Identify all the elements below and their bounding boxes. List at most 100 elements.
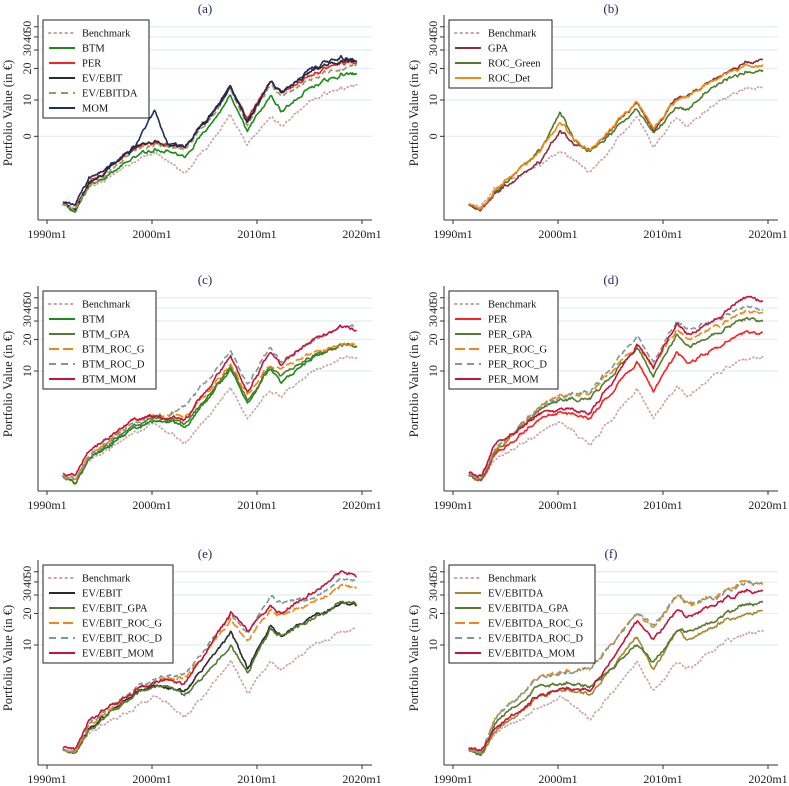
y-tick-label: 40 bbox=[20, 576, 34, 588]
x-tick-label: 2020m1 bbox=[342, 227, 381, 241]
legend-label: Benchmark bbox=[488, 300, 537, 311]
y-axis-title: Portfolio Value (in €) bbox=[407, 60, 421, 166]
y-axis-title: Portfolio Value (in €) bbox=[1, 60, 15, 166]
legend-label: ROC_Det bbox=[488, 74, 530, 85]
legend-label: EV/EBIT_ROC_D bbox=[82, 634, 162, 645]
y-tick-label: 40 bbox=[20, 302, 34, 314]
y-tick-label: 10 bbox=[20, 639, 34, 651]
legend-label: EV/EBIT bbox=[82, 74, 123, 85]
legend-label: Benchmark bbox=[82, 29, 131, 40]
series-line-ev-ebitda-roc-d bbox=[468, 580, 763, 755]
x-tick-label: 2010m1 bbox=[643, 227, 682, 241]
series-line-btm-gpa bbox=[62, 342, 357, 485]
legend-box bbox=[448, 290, 559, 390]
y-tick-label: 40 bbox=[426, 302, 440, 314]
x-tick-label: 1990m1 bbox=[433, 498, 472, 512]
legend: Benchmark BTM PER EV/EBIT EV/EBITDA MOM bbox=[42, 19, 150, 119]
y-tick-label: 0 bbox=[426, 133, 440, 139]
legend-label: PER_ROC_G bbox=[488, 345, 547, 356]
legend-box bbox=[448, 19, 553, 89]
y-tick-label: 50 bbox=[426, 566, 440, 578]
y-tick-label: 30 bbox=[20, 315, 34, 327]
legend-label: PER_GPA bbox=[488, 330, 533, 341]
panel-title: (a) bbox=[198, 1, 212, 16]
y-tick-label: 20 bbox=[426, 607, 440, 619]
legend-label: EV/EBITDA_ROC_G bbox=[488, 619, 583, 630]
x-tick-label: 2020m1 bbox=[748, 227, 787, 241]
x-tick-label: 2000m1 bbox=[538, 227, 577, 241]
legend-label: ROC_Green bbox=[488, 59, 541, 70]
series-line-ev-ebit-roc-d bbox=[62, 577, 358, 754]
y-tick-label: 20 bbox=[426, 62, 440, 74]
legend-label: EV/EBIT_MOM bbox=[82, 649, 154, 660]
x-tick-label: 2000m1 bbox=[538, 498, 577, 512]
legend: Benchmark BTM BTM_GPA BTM_ROC_G BTM_ROC_D BTM… bbox=[42, 290, 157, 390]
y-tick-label: 20 bbox=[20, 607, 34, 619]
x-tick-label: 2010m1 bbox=[237, 227, 276, 241]
x-tick-label: 1990m1 bbox=[433, 227, 472, 241]
y-tick-label: 50 bbox=[20, 566, 34, 578]
series-line-benchmark bbox=[467, 85, 764, 208]
series-line-per-roc-g bbox=[468, 308, 764, 480]
legend-label: Benchmark bbox=[82, 300, 131, 311]
series-line-ev-ebit-mom bbox=[62, 570, 357, 751]
series-line-btm-roc-d bbox=[62, 324, 357, 481]
x-tick-label: 2010m1 bbox=[643, 498, 682, 512]
panel-title: (c) bbox=[198, 272, 212, 287]
x-tick-label: 2000m1 bbox=[132, 498, 171, 512]
y-tick-label: 20 bbox=[426, 333, 440, 345]
legend-label: PER_MOM bbox=[488, 375, 539, 386]
series-line-ev-ebitda-gpa bbox=[468, 600, 764, 757]
series-line-per-mom bbox=[468, 295, 764, 478]
legend-label: PER bbox=[82, 59, 101, 70]
series-line-btm bbox=[62, 342, 358, 485]
x-tick-label: 1990m1 bbox=[27, 772, 66, 786]
y-tick-label: 30 bbox=[20, 589, 34, 601]
y-tick-label: 10 bbox=[426, 365, 440, 377]
legend-label: BTM_ROC_G bbox=[82, 345, 145, 356]
legend-label: MOM bbox=[82, 104, 109, 115]
legend-box bbox=[42, 564, 174, 664]
series-line-ev-ebit-gpa bbox=[62, 600, 357, 755]
x-tick-label: 1990m1 bbox=[27, 227, 66, 241]
y-tick-label: 0 bbox=[20, 133, 34, 139]
legend-label: EV/EBIT bbox=[82, 589, 123, 600]
x-tick-label: 2020m1 bbox=[748, 772, 787, 786]
legend-box bbox=[42, 19, 150, 119]
series-line-benchmark bbox=[61, 627, 358, 753]
series-line-btm-mom bbox=[62, 324, 357, 477]
legend-label: Benchmark bbox=[488, 574, 537, 585]
y-axis-title: Portfolio Value (in €) bbox=[1, 331, 15, 437]
y-tick-label: 40 bbox=[426, 576, 440, 588]
x-tick-label: 2000m1 bbox=[132, 772, 171, 786]
x-tick-label: 2020m1 bbox=[342, 498, 381, 512]
panel-title: (f) bbox=[605, 546, 618, 561]
series-line-ev-ebitda-mom bbox=[468, 588, 764, 752]
x-tick-label: 2010m1 bbox=[643, 772, 682, 786]
y-tick-label: 50 bbox=[426, 292, 440, 304]
x-tick-label: 2010m1 bbox=[237, 498, 276, 512]
legend-label: Benchmark bbox=[82, 574, 131, 585]
legend-label: EV/EBITDA bbox=[82, 89, 138, 100]
y-tick-label: 50 bbox=[426, 21, 440, 33]
series-line-per bbox=[468, 330, 764, 482]
legend-box bbox=[448, 564, 596, 664]
legend-box bbox=[42, 290, 157, 390]
y-tick-label: 50 bbox=[20, 21, 34, 33]
y-tick-label: 30 bbox=[426, 315, 440, 327]
series-line-ev-ebitda-roc-g bbox=[468, 578, 764, 754]
series-line-roc-det bbox=[468, 63, 764, 210]
legend: Benchmark GPA ROC_Green ROC_Det bbox=[448, 19, 553, 89]
y-tick-label: 20 bbox=[20, 62, 34, 74]
legend-label: EV/EBIT_ROC_G bbox=[82, 619, 162, 630]
x-tick-label: 1990m1 bbox=[27, 498, 66, 512]
x-tick-label: 2020m1 bbox=[748, 498, 787, 512]
panel-title: (e) bbox=[198, 546, 212, 561]
legend-label: PER bbox=[488, 315, 507, 326]
series-line-benchmark bbox=[61, 355, 358, 481]
y-tick-label: 40 bbox=[426, 31, 440, 43]
y-tick-label: 10 bbox=[20, 94, 34, 106]
